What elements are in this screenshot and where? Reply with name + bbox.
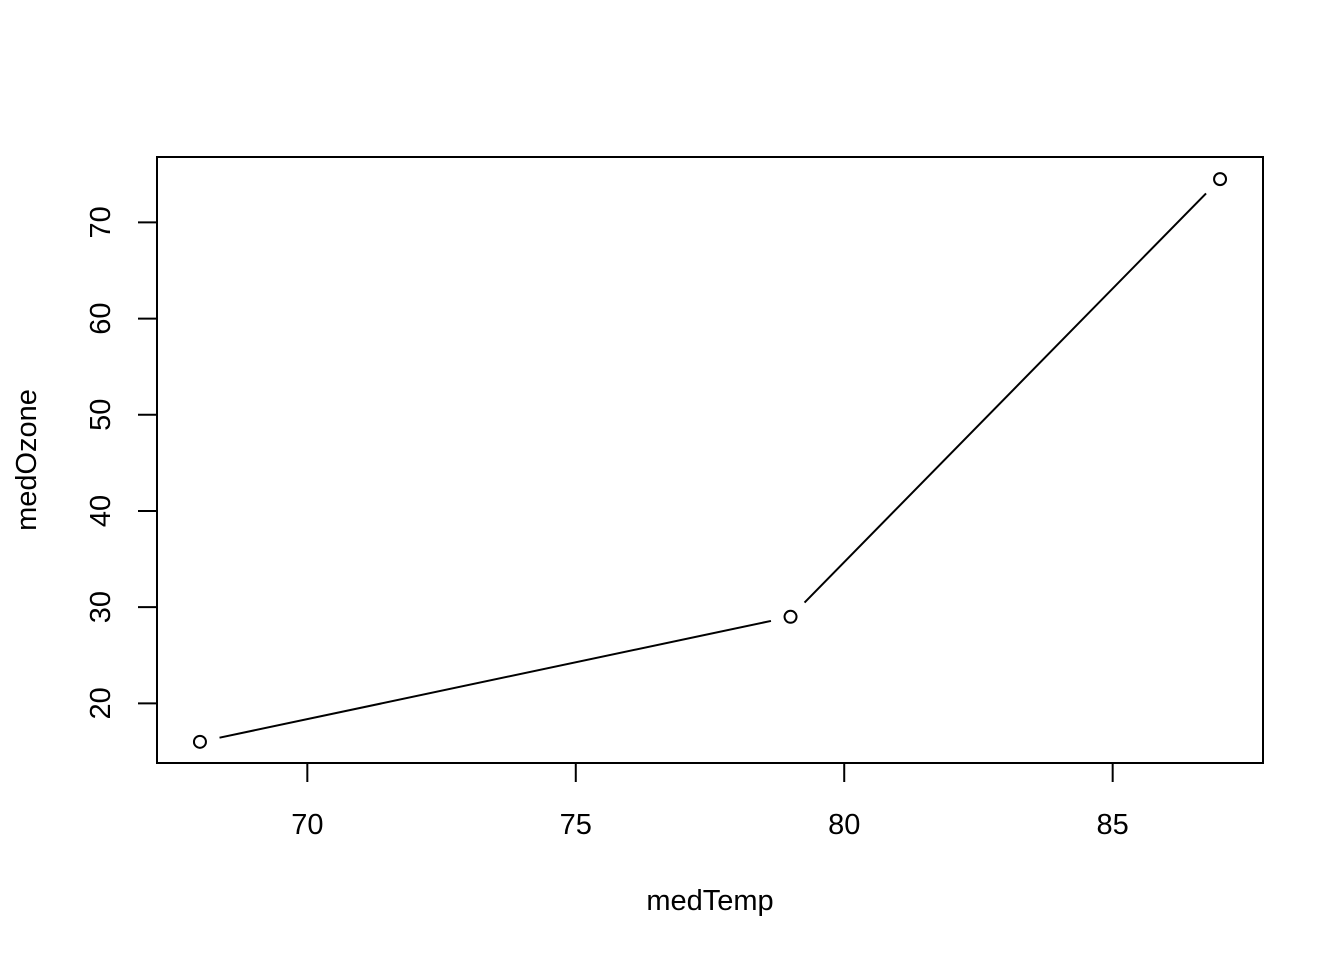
x-tick-label: 75 — [560, 809, 592, 841]
y-axis: 20 30 40 50 60 70 — [85, 206, 158, 719]
series-line-segment — [219, 619, 772, 739]
series-layer — [192, 172, 1228, 749]
y-axis-title: medOzone — [11, 389, 43, 531]
y-tick-label: 50 — [85, 399, 117, 431]
y-tick-label: 70 — [85, 206, 117, 238]
data-point — [1213, 172, 1228, 187]
y-tick-label: 30 — [85, 591, 117, 623]
x-axis: 70 75 80 85 — [291, 762, 1129, 841]
data-point — [783, 609, 798, 624]
plot-frame — [156, 156, 1264, 764]
y-tick-label: 20 — [85, 687, 117, 719]
data-point — [192, 734, 207, 749]
x-axis-title: medTemp — [646, 885, 773, 917]
y-tick-label: 40 — [85, 495, 117, 527]
series-line-segment — [803, 192, 1207, 604]
y-tick-label: 60 — [85, 302, 117, 334]
x-tick-label: 70 — [291, 809, 323, 841]
x-tick-label: 85 — [1097, 809, 1129, 841]
x-tick-label: 80 — [828, 809, 860, 841]
